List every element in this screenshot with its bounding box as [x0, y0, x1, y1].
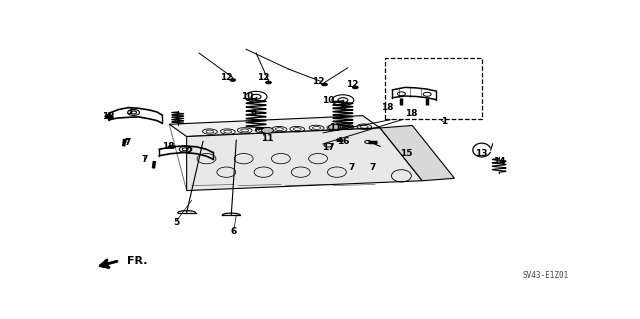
Circle shape	[387, 84, 394, 87]
Circle shape	[266, 81, 271, 84]
Text: 4: 4	[173, 116, 180, 125]
Circle shape	[105, 115, 113, 118]
Text: 12: 12	[220, 73, 232, 82]
Text: 9: 9	[250, 109, 257, 118]
Circle shape	[352, 86, 358, 89]
Text: 18: 18	[381, 102, 394, 112]
Text: 13: 13	[476, 149, 488, 158]
Text: 12: 12	[346, 80, 358, 89]
Polygon shape	[380, 125, 454, 181]
Text: 18: 18	[162, 142, 175, 151]
Text: 12: 12	[312, 77, 324, 86]
Text: 16: 16	[337, 137, 349, 146]
Text: 3: 3	[127, 108, 132, 116]
Text: 10: 10	[241, 92, 254, 100]
Polygon shape	[187, 128, 422, 190]
Text: 7: 7	[349, 163, 355, 172]
Circle shape	[328, 124, 340, 130]
Circle shape	[321, 83, 328, 86]
Circle shape	[168, 145, 175, 149]
Circle shape	[262, 128, 273, 133]
Text: 11: 11	[261, 135, 274, 144]
Text: 18: 18	[102, 112, 115, 122]
Text: 17: 17	[322, 143, 334, 152]
Text: 1: 1	[442, 117, 448, 126]
FancyBboxPatch shape	[385, 58, 482, 119]
Text: 8: 8	[340, 102, 346, 112]
Text: 2: 2	[186, 147, 192, 156]
Polygon shape	[169, 116, 380, 137]
Circle shape	[230, 78, 236, 82]
Text: 11: 11	[329, 123, 342, 132]
Text: SV43-E1Z01: SV43-E1Z01	[522, 271, 568, 280]
Text: 18: 18	[405, 109, 417, 118]
Circle shape	[410, 84, 417, 87]
Text: 12: 12	[257, 73, 270, 82]
Text: 10: 10	[322, 96, 334, 105]
Text: 7: 7	[124, 138, 131, 147]
Text: FR.: FR.	[127, 256, 148, 266]
Text: 15: 15	[400, 149, 413, 158]
Text: 5: 5	[173, 218, 180, 227]
Text: 6: 6	[230, 226, 237, 236]
Text: 7: 7	[369, 163, 376, 172]
Text: 14: 14	[493, 157, 506, 166]
Text: 7: 7	[141, 155, 148, 164]
